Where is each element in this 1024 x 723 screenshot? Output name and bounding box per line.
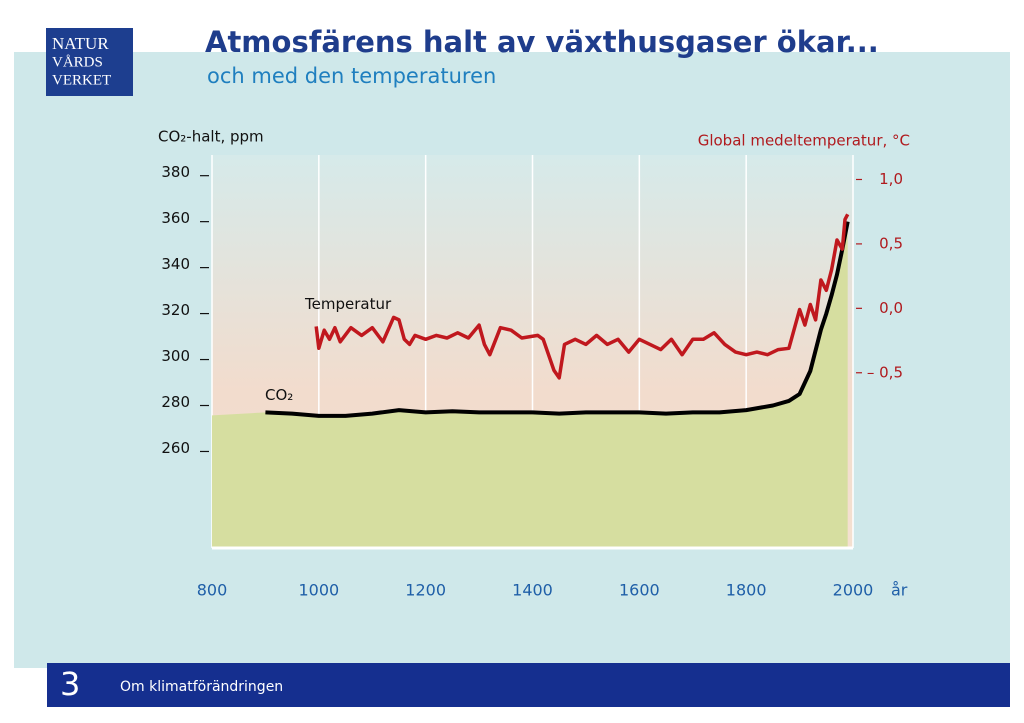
y-axis-label: CO₂-halt, ppm	[158, 128, 264, 146]
x-tick-label: 1400	[512, 581, 553, 600]
y2-tick-label: 0,0	[879, 299, 903, 317]
x-tick-label: 2000	[833, 581, 874, 600]
chart-subtitle: och med den temperaturen	[207, 64, 496, 88]
y-tick-label: 360	[161, 209, 190, 227]
x-tick-label: 800	[197, 581, 228, 600]
footer-bar	[47, 663, 1010, 707]
x-axis-label: år	[891, 581, 908, 600]
chart-title: Atmosfärens halt av växthusgaser ökar...	[205, 25, 879, 59]
y-tick-label: 280	[161, 393, 190, 411]
x-tick-label: 1600	[619, 581, 660, 600]
y-tick-label: 260	[161, 439, 190, 457]
series-line	[265, 221, 850, 418]
series-line	[314, 213, 850, 380]
plot	[211, 155, 854, 548]
co2-area	[212, 221, 848, 548]
series-label: Temperatur	[304, 295, 392, 313]
y-tick-label: 380	[161, 163, 190, 181]
y2-tick-label: 1,0	[879, 170, 903, 188]
x-tick-label: 1000	[298, 581, 339, 600]
logo-text: VÅRDS	[52, 54, 103, 70]
y-tick-label: 340	[161, 255, 190, 273]
page-number: 3	[60, 665, 80, 703]
footer-text: Om klimatförändringen	[120, 679, 283, 695]
y2-tick-label: 0,5	[879, 234, 903, 252]
x-tick-label: 1200	[405, 581, 446, 600]
logo	[46, 28, 133, 96]
y2-tick-label: – 0,5	[867, 363, 903, 381]
y-tick-label: 300	[161, 347, 190, 365]
series-label: CO₂	[265, 386, 293, 404]
logo-text: VERKET	[52, 72, 111, 88]
x-tick-label: 1800	[726, 581, 767, 600]
logo-text: NATUR	[52, 34, 109, 53]
y-tick-label: 320	[161, 301, 190, 319]
y2-axis-label: Global medeltemperatur, °C	[698, 132, 910, 150]
